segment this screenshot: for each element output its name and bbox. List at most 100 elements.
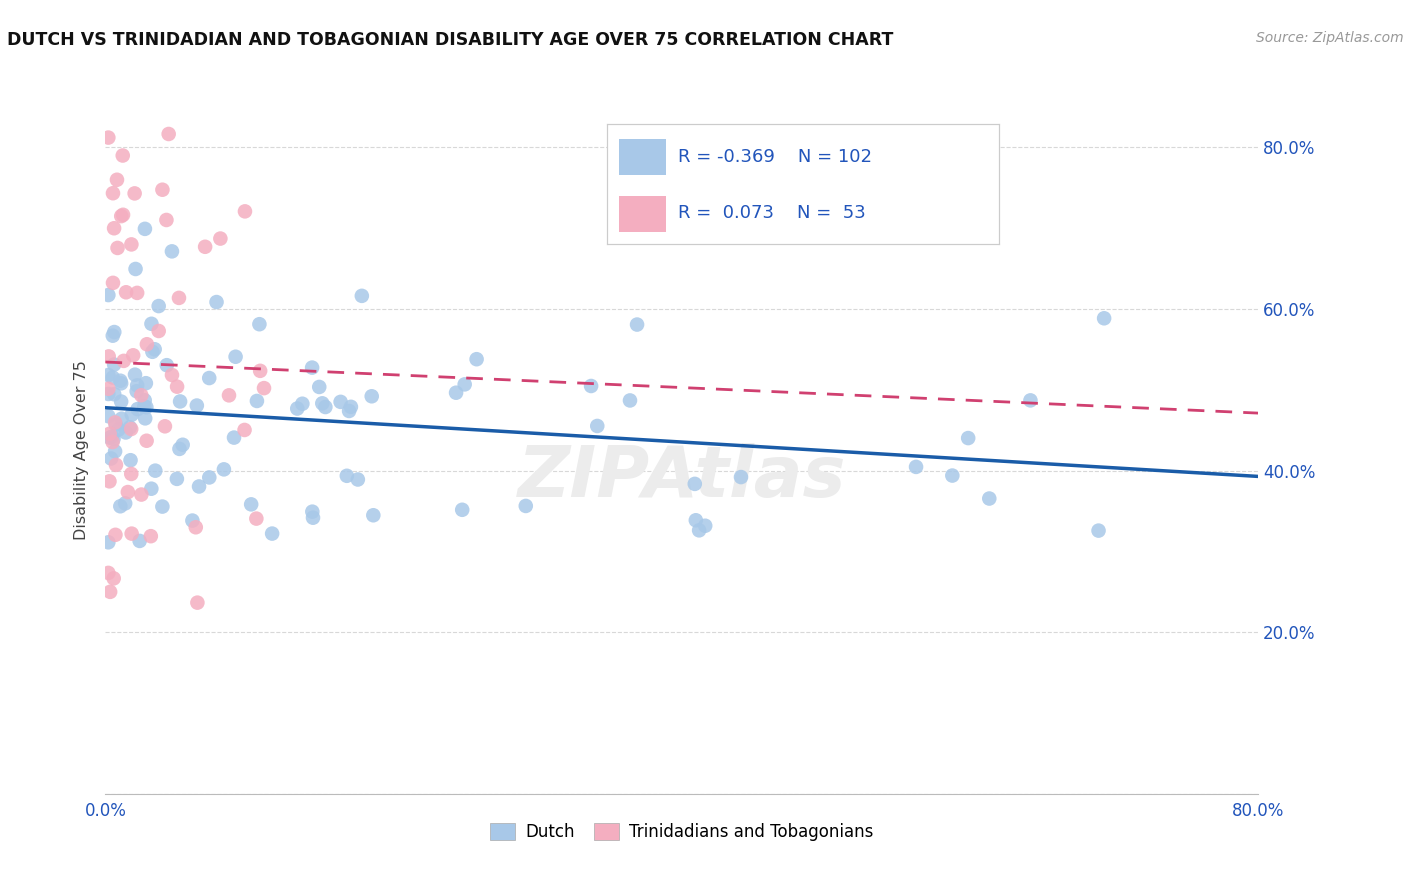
Point — [314, 400, 336, 414]
Y-axis label: Disability Age Over 75: Disability Age Over 75 — [75, 360, 90, 541]
Point — [111, 148, 134, 162]
Point — [233, 423, 256, 437]
Point — [134, 411, 156, 425]
Point — [143, 464, 166, 478]
Point — [249, 317, 271, 331]
Point — [97, 288, 120, 302]
Point — [141, 317, 163, 331]
Point — [194, 240, 217, 254]
Point — [103, 387, 125, 401]
Point — [112, 354, 135, 368]
Point — [246, 394, 269, 409]
Point — [135, 401, 157, 415]
Point — [1092, 311, 1115, 326]
Point — [360, 389, 382, 403]
Point — [337, 404, 360, 418]
Point — [685, 513, 707, 527]
Point — [340, 400, 363, 414]
Point — [212, 462, 235, 476]
Point — [291, 397, 314, 411]
Point — [141, 344, 163, 359]
Point — [166, 379, 188, 393]
Point — [148, 299, 170, 313]
Point — [97, 566, 120, 580]
Point — [98, 475, 121, 489]
Point — [103, 358, 125, 372]
Point — [148, 324, 170, 338]
Text: ZIPAtlas: ZIPAtlas — [517, 443, 846, 512]
Point — [129, 388, 152, 402]
Point — [103, 325, 125, 339]
Point — [124, 368, 146, 382]
Point — [122, 348, 145, 362]
Point — [141, 482, 163, 496]
Point — [120, 422, 142, 436]
Point — [579, 379, 602, 393]
Point — [104, 417, 127, 432]
Point — [120, 453, 142, 467]
Point — [97, 535, 120, 549]
Point — [169, 442, 191, 456]
Point — [181, 514, 204, 528]
Point — [143, 343, 166, 357]
Point — [121, 526, 143, 541]
Point — [97, 387, 120, 401]
Point — [114, 425, 136, 440]
Point — [98, 431, 121, 445]
Point — [444, 385, 467, 400]
Point — [107, 241, 129, 255]
Point — [515, 499, 537, 513]
Point — [101, 186, 124, 201]
Point — [233, 204, 256, 219]
Point — [160, 368, 183, 382]
Point — [222, 431, 245, 445]
Point — [104, 444, 127, 458]
Point — [103, 432, 125, 446]
Point — [114, 496, 136, 510]
Point — [586, 419, 609, 434]
Point — [134, 393, 156, 408]
Point — [100, 451, 122, 466]
Point — [240, 497, 263, 511]
Point — [135, 337, 157, 351]
Point — [169, 394, 191, 409]
Point — [285, 401, 308, 416]
Point — [979, 491, 1001, 506]
Point — [103, 221, 125, 235]
Point — [198, 470, 221, 484]
Point — [98, 584, 121, 599]
Point — [695, 518, 717, 533]
Point — [205, 295, 228, 310]
Point — [311, 396, 333, 410]
Point — [619, 393, 641, 408]
Point — [115, 285, 138, 300]
Point — [905, 459, 928, 474]
Point — [101, 435, 124, 450]
Point — [134, 400, 156, 414]
Point — [262, 526, 284, 541]
Point — [302, 510, 325, 524]
Point — [135, 434, 157, 448]
Point — [110, 411, 132, 425]
Point — [101, 276, 124, 290]
Point — [329, 395, 352, 409]
Point — [166, 472, 188, 486]
Point — [127, 285, 149, 300]
Point — [1087, 524, 1109, 538]
Point — [957, 431, 980, 445]
Point — [97, 368, 120, 382]
Point — [110, 394, 132, 409]
Point — [101, 328, 124, 343]
Point — [127, 402, 149, 417]
Point — [941, 468, 963, 483]
Point — [110, 500, 132, 514]
Point — [209, 231, 232, 245]
Point — [688, 524, 710, 538]
Point — [97, 409, 120, 424]
Point — [139, 529, 162, 543]
Point — [98, 426, 121, 441]
Point — [104, 458, 127, 472]
Text: Source: ZipAtlas.com: Source: ZipAtlas.com — [1256, 31, 1403, 45]
Point — [110, 374, 132, 388]
Point — [301, 505, 323, 519]
